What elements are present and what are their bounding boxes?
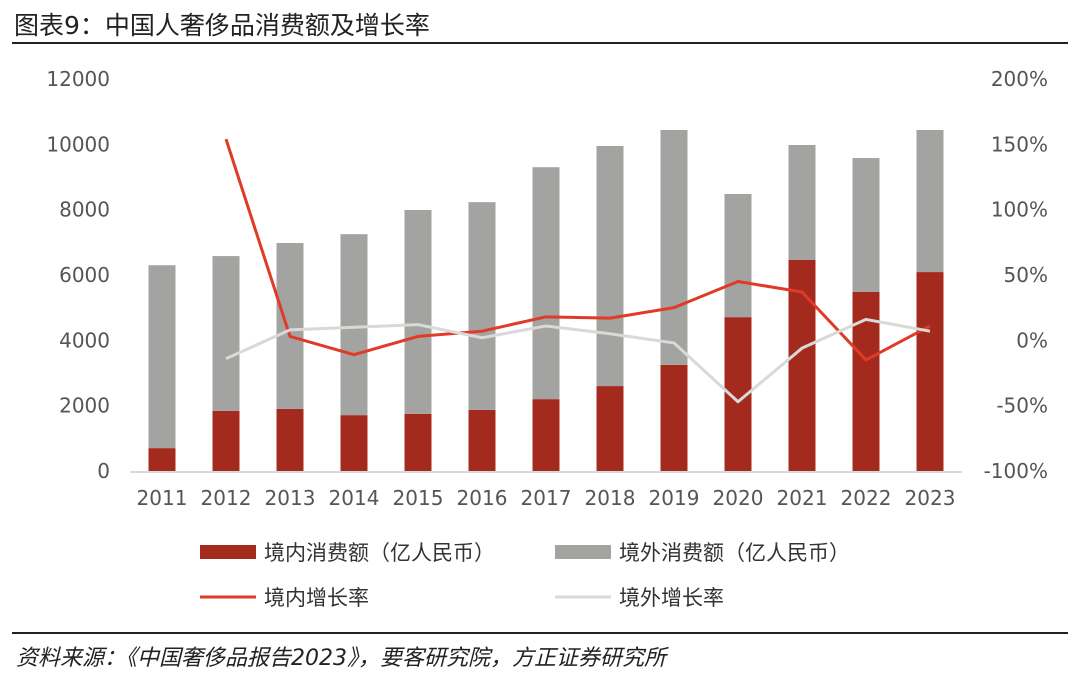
- bar-overseas: [276, 242, 304, 409]
- legend-label: 境外增长率: [619, 586, 724, 610]
- x-tick-label: 2022: [841, 486, 892, 510]
- legend-swatch: [555, 545, 611, 559]
- source-note: 资料来源：《中国奢侈品报告2023》，要客研究院，方正证券研究所: [16, 646, 666, 671]
- y2-tick-label: 150%: [991, 132, 1048, 156]
- x-tick-label: 2012: [201, 486, 252, 510]
- x-tick-label: 2013: [265, 486, 316, 510]
- y-tick-label: 0: [97, 459, 110, 483]
- x-tick-label: 2018: [585, 486, 636, 510]
- bar-overseas: [660, 129, 688, 365]
- bar-overseas: [788, 144, 816, 260]
- bar-overseas: [340, 234, 368, 416]
- x-tick-label: 2020: [713, 486, 764, 510]
- bar-overseas: [148, 265, 176, 449]
- legend-label: 境内消费额（亿人民币）: [264, 541, 495, 565]
- legend-label: 境外消费额（亿人民币）: [619, 541, 850, 565]
- y2-tick-label: 100%: [991, 198, 1048, 222]
- line-overseas-growth: [225, 317, 931, 404]
- x-tick-label: 2021: [777, 486, 828, 510]
- x-tick-label: 2019: [649, 486, 700, 510]
- x-tick-label: 2014: [329, 486, 380, 510]
- chart-title: 图表9：中国人奢侈品消费额及增长率: [14, 11, 430, 40]
- y2-tick-label: 50%: [1004, 263, 1048, 287]
- bar-domestic: [532, 399, 560, 471]
- x-tick-label: 2016: [457, 486, 508, 510]
- bar-overseas: [596, 145, 624, 387]
- bar-domestic: [916, 272, 944, 471]
- y-tick-label: 2000: [59, 394, 110, 418]
- line-domestic-growth: [224, 138, 931, 362]
- bar-domestic: [468, 409, 496, 471]
- y-tick-label: 8000: [59, 198, 110, 222]
- x-tick-label: 2011: [137, 486, 188, 510]
- bar-domestic: [340, 415, 368, 471]
- y2-tick-label: 200%: [991, 67, 1048, 91]
- bar-domestic: [660, 364, 688, 471]
- source-divider: [12, 632, 1068, 634]
- y-tick-label: 4000: [59, 328, 110, 352]
- x-tick-label: 2017: [521, 486, 572, 510]
- x-tick-label: 2023: [905, 486, 956, 510]
- y2-tick-label: 0%: [1016, 328, 1048, 352]
- bar-domestic: [212, 410, 240, 471]
- bar-overseas: [404, 209, 432, 414]
- title-divider: [12, 42, 1068, 44]
- bar-domestic: [404, 413, 432, 471]
- legend-swatch: [200, 545, 256, 559]
- legend-label: 境内增长率: [264, 586, 369, 610]
- bar-domestic: [148, 448, 176, 471]
- bar-overseas: [468, 202, 496, 410]
- bar-domestic: [596, 386, 624, 471]
- y-tick-label: 10000: [46, 132, 110, 156]
- bar-overseas: [724, 193, 752, 318]
- bar-overseas: [852, 158, 880, 292]
- bar-overseas: [916, 129, 944, 273]
- y2-tick-label: -50%: [996, 394, 1048, 418]
- y2-tick-label: -100%: [984, 459, 1048, 483]
- bar-domestic: [788, 259, 816, 471]
- bar-overseas: [532, 167, 560, 400]
- x-tick-label: 2015: [393, 486, 444, 510]
- bar-overseas: [212, 256, 240, 411]
- bar-domestic: [276, 408, 304, 471]
- y-tick-label: 6000: [59, 263, 110, 287]
- y-tick-label: 12000: [46, 67, 110, 91]
